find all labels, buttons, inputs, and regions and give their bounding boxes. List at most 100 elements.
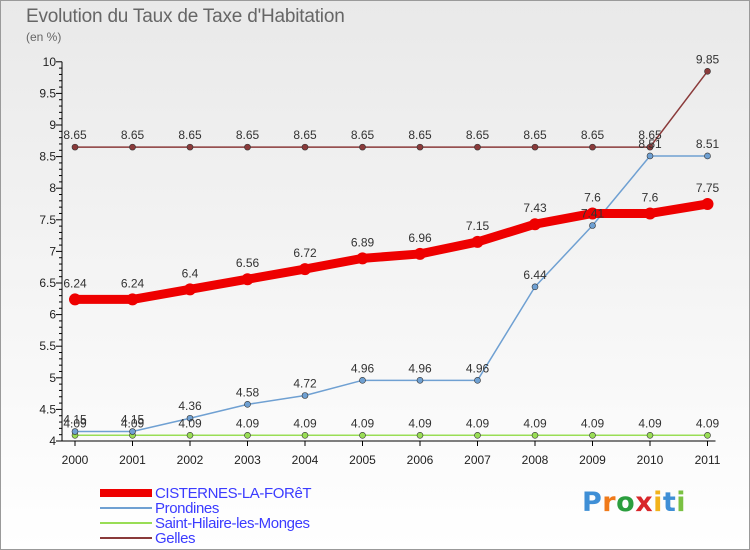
data-point xyxy=(414,247,426,260)
legend-label-cisternes: CISTERNES-LA-FORêT xyxy=(155,485,312,502)
data-label: 4.15 xyxy=(63,413,87,427)
data-point xyxy=(474,432,481,439)
data-label: 4.72 xyxy=(293,376,317,390)
data-label: 6.44 xyxy=(523,268,547,282)
x-tick-label: 2010 xyxy=(637,453,664,467)
data-label: 8.51 xyxy=(696,137,720,151)
y-tick-label: 9.5 xyxy=(39,86,56,100)
y-tick-label: 10 xyxy=(43,55,57,69)
data-label: 4.09 xyxy=(293,416,317,430)
x-tick-label: 2008 xyxy=(522,453,549,467)
x-tick-label: 2001 xyxy=(119,453,146,467)
data-point xyxy=(129,143,136,151)
proxiti-logo: Proxiti xyxy=(582,487,686,518)
chart-title: Evolution du Taux de Taxe d'Habitation xyxy=(26,6,345,27)
data-label: 8.51 xyxy=(638,137,662,151)
x-tick-label: 2007 xyxy=(464,453,491,467)
data-point xyxy=(646,143,654,151)
data-point xyxy=(126,293,139,306)
data-point xyxy=(416,432,424,439)
data-label: 7.75 xyxy=(696,181,720,195)
data-label: 6.56 xyxy=(236,256,260,270)
data-point xyxy=(416,377,424,384)
data-label: 7.15 xyxy=(466,219,490,233)
logo-letter: x xyxy=(635,487,654,518)
x-tick-label: 2005 xyxy=(349,453,376,467)
data-point xyxy=(186,432,194,439)
x-tick-label: 2004 xyxy=(292,453,319,467)
data-point xyxy=(244,432,251,439)
logo-letter: P xyxy=(582,487,603,518)
data-point xyxy=(704,67,711,75)
data-point xyxy=(646,432,654,439)
y-tick-label: 8 xyxy=(49,181,56,195)
data-point xyxy=(299,263,311,276)
data-point xyxy=(186,414,194,422)
logo-letter: t xyxy=(662,487,677,518)
logo-letter: o xyxy=(616,487,636,518)
data-point xyxy=(359,377,366,384)
data-label: 4.09 xyxy=(581,416,605,430)
data-point xyxy=(359,143,366,151)
data-point xyxy=(589,222,596,229)
data-label: 8.65 xyxy=(63,128,87,142)
data-label: 4.09 xyxy=(351,416,375,430)
data-point xyxy=(529,218,541,231)
data-label: 8.65 xyxy=(236,128,260,142)
data-label: 8.65 xyxy=(293,128,317,142)
x-tick-label: 2009 xyxy=(579,453,606,467)
data-point xyxy=(646,152,654,160)
data-label: 6.24 xyxy=(63,276,87,290)
data-label: 8.65 xyxy=(466,128,490,142)
data-label: 4.96 xyxy=(466,361,490,375)
y-tick-label: 5 xyxy=(49,371,56,385)
y-tick-label: 7 xyxy=(49,244,56,258)
data-label: 4.96 xyxy=(351,361,375,375)
data-point xyxy=(71,143,79,151)
data-label: 4.09 xyxy=(236,416,260,430)
x-tick-label: 2006 xyxy=(407,453,434,467)
data-label: 6.24 xyxy=(121,276,145,290)
series-line xyxy=(75,199,709,304)
chart-data-labels: 4.09 4.09 4.09 4.09 4.09 4.09 4.09 4.09 4.09 4.09… xyxy=(63,52,719,430)
chart-axes: 4 4.5 5 5.5 6 6.5 7 7.5 8 8.5 9 9.5 10 2000 2001 2002 20… xyxy=(39,55,720,467)
legend-swatch-prondines xyxy=(100,507,152,509)
y-tick-label: 9 xyxy=(49,118,56,132)
logo-letter: i xyxy=(676,487,687,518)
y-tick-label: 6 xyxy=(49,308,56,322)
data-label: 8.65 xyxy=(408,128,432,142)
logo-letter: r xyxy=(602,487,617,518)
y-tick-label: 4.5 xyxy=(39,402,56,416)
data-point xyxy=(244,401,251,408)
data-label: 9.85 xyxy=(696,52,720,66)
data-point xyxy=(301,143,309,151)
data-point xyxy=(474,143,481,151)
y-tick-label: 5.5 xyxy=(39,339,56,353)
data-label: 4.15 xyxy=(121,413,145,427)
data-label: 4.09 xyxy=(121,416,145,430)
data-label: 4.09 xyxy=(466,416,490,430)
data-point xyxy=(241,273,254,286)
data-label: 6.72 xyxy=(293,246,317,260)
data-point xyxy=(701,198,714,210)
data-point xyxy=(301,432,309,439)
data-label: 6.96 xyxy=(408,231,432,245)
data-point xyxy=(474,377,481,384)
data-label: 8.65 xyxy=(121,128,145,142)
data-point xyxy=(644,207,656,220)
chart-series xyxy=(69,67,714,439)
data-label: 7.6 xyxy=(642,190,659,204)
x-tick-label: 2003 xyxy=(234,453,261,467)
data-label: 4.96 xyxy=(408,361,432,375)
data-point xyxy=(531,143,539,151)
data-point xyxy=(129,428,136,435)
data-label: 8.65 xyxy=(178,128,202,142)
x-tick-label: 2000 xyxy=(62,453,89,467)
data-point xyxy=(69,293,81,306)
legend-swatch-cisternes xyxy=(100,489,152,497)
legend-label-prondines: Prondines xyxy=(155,500,219,517)
data-point xyxy=(184,283,196,296)
data-point xyxy=(359,432,366,439)
